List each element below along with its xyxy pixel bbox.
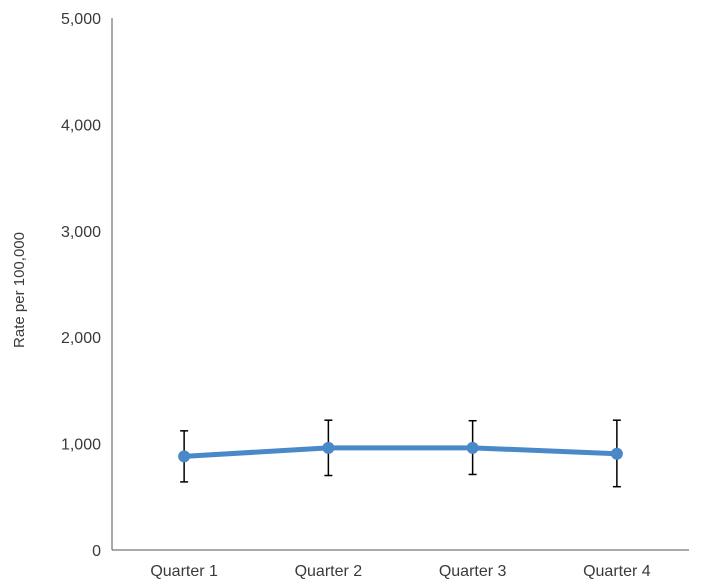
y-tick-labels: 0 1,000 2,000 3,000 4,000 5,000 [61,11,101,560]
y-tick-label: 1,000 [61,437,101,454]
series-lines [181,445,620,459]
data-point [178,450,191,463]
y-tick-label: 3,000 [61,224,101,241]
series-line [181,445,620,459]
data-point [610,447,623,460]
y-tick-label: 2,000 [61,330,101,347]
x-tick-label: Quarter 1 [150,563,218,580]
y-tick-label: 0 [92,543,101,560]
data-points [178,441,623,463]
y-tick-label: 5,000 [61,11,101,28]
x-tick-label: Quarter 2 [295,563,363,580]
x-tick-label: Quarter 4 [583,563,651,580]
x-tick-label: Quarter 3 [439,563,507,580]
y-axis-title: Rate per 100,000 [11,232,28,348]
x-tick-labels: Quarter 1 Quarter 2 Quarter 3 Quarter 4 [150,563,650,580]
data-point [322,441,335,454]
data-point [466,441,479,454]
y-tick-label: 4,000 [61,117,101,134]
